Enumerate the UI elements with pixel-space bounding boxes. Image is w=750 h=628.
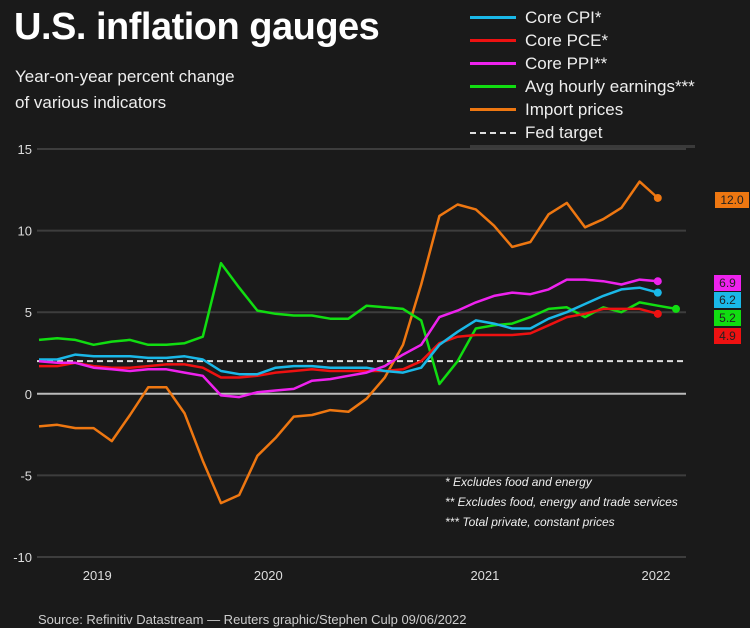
series-core-ppi bbox=[38, 277, 662, 399]
end-point-core-pce bbox=[653, 309, 662, 318]
legend-label: Core CPI* bbox=[525, 8, 602, 27]
footnote-1: * Excludes food and energy bbox=[445, 475, 592, 489]
end-point-import-prices bbox=[653, 193, 662, 202]
legend-item-core-cpi: Core CPI* bbox=[470, 6, 695, 29]
y-tick-label: 10 bbox=[18, 224, 32, 239]
end-point-core-cpi bbox=[653, 288, 662, 297]
footnote-2: ** Excludes food, energy and trade servi… bbox=[445, 495, 678, 509]
legend-swatch-core-pce bbox=[470, 39, 516, 42]
subtitle-line-2: of various indicators bbox=[15, 93, 167, 112]
footnote-3: *** Total private, constant prices bbox=[445, 515, 615, 529]
end-point-core-ppi bbox=[653, 277, 662, 286]
legend-swatch-import-prices bbox=[470, 108, 516, 111]
legend-label: Fed target bbox=[525, 123, 603, 142]
footnotes: * Excludes food and energy ** Excludes f… bbox=[445, 472, 678, 532]
chart-title: U.S. inflation gauges bbox=[14, 6, 380, 48]
series-line-core-pce bbox=[39, 307, 659, 379]
y-tick-label: -10 bbox=[13, 550, 32, 565]
end-label-core-ppi: 6.9 bbox=[714, 275, 741, 291]
legend-swatch-core-cpi bbox=[470, 16, 516, 19]
legend-swatch-core-ppi bbox=[470, 62, 516, 65]
series-avg-hourly-earnings bbox=[38, 261, 680, 386]
legend-swatch-fed-target bbox=[470, 131, 516, 134]
y-tick-label: 0 bbox=[25, 387, 32, 402]
legend-label: Avg hourly earnings*** bbox=[525, 77, 695, 96]
series-core-pce bbox=[39, 307, 662, 379]
series-line-avg-hourly-earnings bbox=[38, 261, 677, 386]
y-tick-label: -5 bbox=[20, 468, 32, 483]
end-label-core-cpi: 6.2 bbox=[714, 292, 741, 308]
legend: Core CPI* Core PCE* Core PPI** Avg hourl… bbox=[470, 6, 695, 144]
subtitle-line-1: Year-on-year percent change bbox=[15, 67, 235, 86]
series-line-core-ppi bbox=[38, 278, 658, 399]
y-tick-label: 15 bbox=[18, 142, 32, 157]
legend-label: Core PPI** bbox=[525, 54, 608, 73]
y-tick-label: 5 bbox=[25, 305, 32, 320]
legend-item-core-pce: Core PCE* bbox=[470, 29, 695, 52]
x-axis: 2019 2020 2021 2022 bbox=[83, 568, 671, 583]
legend-label: Core PCE* bbox=[525, 31, 609, 50]
series-import-prices bbox=[38, 180, 662, 505]
x-tick-label: 2020 bbox=[254, 568, 283, 583]
series-line-import-prices bbox=[38, 180, 659, 505]
x-tick-label: 2022 bbox=[642, 568, 671, 583]
x-tick-label: 2021 bbox=[470, 568, 499, 583]
legend-item-core-ppi: Core PPI** bbox=[470, 52, 695, 75]
end-label-avg-hourly-earnings: 5.2 bbox=[714, 310, 741, 326]
end-label-core-pce: 4.9 bbox=[714, 328, 741, 344]
legend-label: Import prices bbox=[525, 100, 624, 119]
end-point-avg-hourly-earnings bbox=[672, 304, 680, 313]
legend-item-fed-target: Fed target bbox=[470, 121, 695, 144]
x-tick-label: 2019 bbox=[83, 568, 112, 583]
legend-item-import-prices: Import prices bbox=[470, 98, 695, 121]
legend-item-avg-hourly-earnings: Avg hourly earnings*** bbox=[470, 75, 695, 98]
series-line-core-cpi bbox=[39, 286, 659, 376]
y-axis: 15 10 5 0 -5 -10 bbox=[13, 142, 32, 565]
source-credit: Source: Refinitiv Datastream — Reuters g… bbox=[38, 612, 467, 627]
series-group bbox=[38, 180, 680, 505]
end-label-import-prices: 12.0 bbox=[715, 192, 749, 208]
chart-subtitle: Year-on-year percent change of various i… bbox=[15, 64, 235, 116]
legend-swatch-avg-hourly-earnings bbox=[470, 85, 516, 88]
legend-divider bbox=[470, 145, 695, 148]
series-core-cpi bbox=[39, 286, 662, 376]
